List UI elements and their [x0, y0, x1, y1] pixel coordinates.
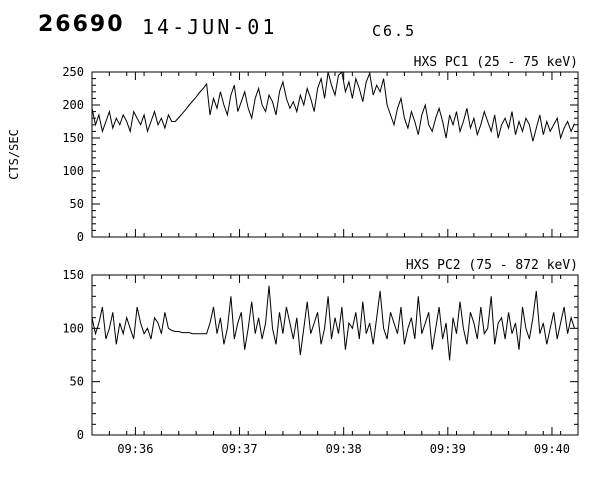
plot-svg: 0 50 100 150 09:36 09:37 09:38 09:39 09:40 HXS PC…: [62, 258, 579, 456]
x-tick-label: 09:40: [534, 442, 570, 456]
panel-title: HXS PC2 (75 - 872 keV): [406, 258, 578, 273]
y-tick-label: 50: [70, 375, 84, 389]
panel-title: HXS PC1 (25 - 75 keV): [414, 55, 578, 70]
y-axis-label: CTS/SEC: [7, 129, 21, 180]
data-trace: [91, 70, 575, 142]
observation-date: 14-JUN-01: [142, 15, 278, 39]
x-tick-label: 09:39: [430, 442, 466, 456]
light-curve-chart-pc2: 0 50 100 150 09:36 09:37 09:38 09:39 09:40 HXS PC…: [0, 255, 600, 465]
y-tick-label: 50: [70, 197, 84, 211]
y-tick-label: 200: [62, 98, 84, 112]
plot-frame: [91, 274, 579, 436]
data-trace: [91, 285, 575, 361]
x-tick-label: 09:37: [221, 442, 257, 456]
y-tick-label: 150: [62, 131, 84, 145]
light-curve-chart-pc1: 0 50 100 150 200 250 HXS PC1 (25 - 75 keV) CTS/…: [0, 52, 600, 247]
y-tick-label: 100: [62, 321, 84, 335]
y-tick-label: 100: [62, 164, 84, 178]
y-tick-label: 0: [77, 230, 84, 244]
y-tick-label: 0: [77, 428, 84, 442]
goes-class: C6.5: [372, 22, 417, 40]
x-tick-label: 09:36: [117, 442, 153, 456]
y-tick-label: 150: [62, 268, 84, 282]
flare-number: 26690: [38, 12, 125, 37]
plot-frame: [91, 71, 579, 238]
x-tick-label: 09:38: [326, 442, 362, 456]
plot-svg: 0 50 100 150 200 250 HXS PC1 (25 - 75 keV) CTS/…: [7, 55, 579, 244]
y-tick-label: 250: [62, 65, 84, 79]
